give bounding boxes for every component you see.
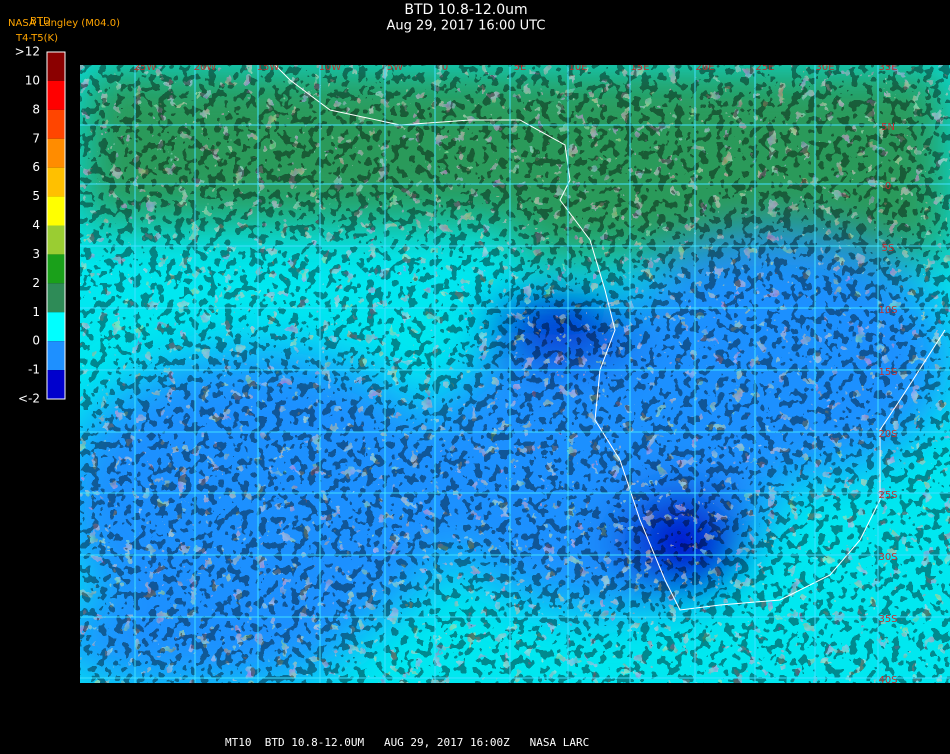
legend-label: -1: [28, 363, 40, 377]
color-swatch: [47, 225, 65, 255]
lat-label: 10S: [878, 305, 897, 316]
lat-label: 30S: [878, 552, 897, 563]
lon-label: 25E: [755, 62, 774, 73]
color-swatch: [47, 138, 65, 168]
lon-label: 5E: [514, 62, 527, 73]
footer: MT10 BTD 10.8-12.0UM AUG 29, 2017 16:00Z…: [225, 736, 589, 749]
lat-label: 0: [885, 181, 891, 192]
color-swatch: [47, 341, 65, 371]
legend-label: 5: [32, 189, 40, 203]
legend-label: 0: [32, 334, 40, 348]
lat-label: 35S: [878, 614, 897, 625]
lat-label: 40S: [878, 675, 897, 686]
legend-label: 1: [32, 305, 40, 319]
color-swatch: [47, 80, 65, 110]
lat-label: 20S: [878, 429, 897, 440]
color-swatch: [47, 370, 65, 399]
coastline: [274, 65, 946, 611]
legend-label: 10: [25, 73, 40, 87]
source: NASA Langley (M04.0): [8, 18, 120, 29]
legend-label: 3: [32, 247, 40, 261]
lon-label: 5W: [387, 62, 403, 73]
legend-label: 8: [32, 102, 40, 116]
lon-label: 35E: [878, 62, 897, 73]
lon-label: 30E: [815, 62, 834, 73]
legend-label: 6: [32, 160, 40, 174]
legend-label: 2: [32, 276, 40, 290]
legend-label: >12: [15, 45, 40, 59]
lon-label: 10E: [568, 62, 587, 73]
lat-label: 5S: [882, 243, 895, 254]
lon-label: 15E: [630, 62, 649, 73]
color-swatch: [47, 312, 65, 342]
unit: T4-T5(K): [15, 33, 58, 44]
lon-label: 25W: [134, 62, 157, 73]
color-swatch: [47, 254, 65, 284]
lon-label: 0: [442, 62, 448, 73]
graticule: 25W 20W 15W 10W 5W 0 5E 10E 15E 20E 25E 30E 35E 5N 0 5S…: [80, 62, 950, 686]
title: BTD 10.8-12.0um: [404, 2, 527, 18]
color-swatch: [47, 196, 65, 226]
color-swatch: [47, 167, 65, 197]
lon-label: 15W: [257, 62, 280, 73]
satellite-image: 25W 20W 15W 10W 5W 0 5E 10E 15E 20E 25E 30E 35E 5N 0 5S…: [80, 62, 950, 686]
lon-label: 20W: [194, 62, 217, 73]
product: BTD: [30, 16, 51, 27]
color-swatch: [47, 109, 65, 139]
lon-label: 20E: [695, 62, 714, 73]
color-swatch: [47, 283, 65, 313]
legend-label: 7: [32, 131, 40, 145]
color-bar-frame: [46, 51, 66, 400]
subtitle: Aug 29, 2017 16:00 UTC: [387, 19, 546, 34]
legend-label: 4: [32, 218, 40, 232]
lat-label: 25S: [878, 490, 897, 501]
color-swatch: [47, 52, 65, 81]
legend-label: <-2: [18, 392, 40, 406]
lat-label: 5N: [881, 122, 895, 133]
lat-label: 15S: [878, 367, 897, 378]
lon-label: 10W: [319, 62, 342, 73]
